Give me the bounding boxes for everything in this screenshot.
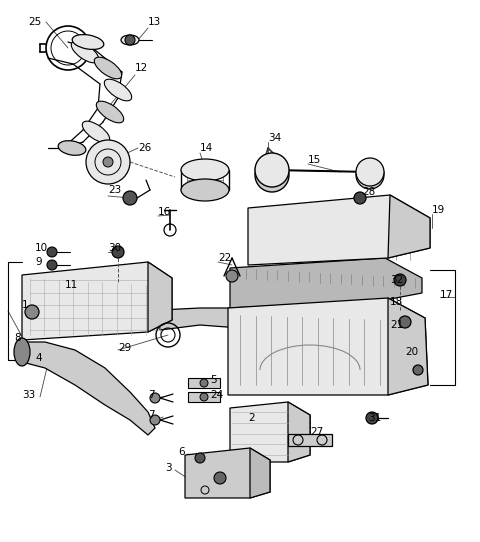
Ellipse shape (58, 141, 86, 156)
Text: 16: 16 (158, 207, 171, 217)
Text: 1: 1 (22, 300, 29, 310)
Polygon shape (148, 262, 172, 332)
Ellipse shape (255, 153, 289, 187)
Circle shape (200, 393, 208, 401)
Ellipse shape (121, 35, 139, 45)
Polygon shape (160, 308, 350, 345)
Text: 17: 17 (440, 290, 453, 300)
Text: 12: 12 (135, 63, 148, 73)
Circle shape (394, 274, 406, 286)
Circle shape (25, 305, 39, 319)
Ellipse shape (72, 41, 99, 63)
Text: 11: 11 (65, 280, 78, 290)
Text: 13: 13 (148, 17, 161, 27)
Text: 28: 28 (362, 187, 375, 197)
Bar (188, 378, 220, 388)
Text: 4: 4 (35, 353, 42, 363)
Ellipse shape (356, 158, 384, 186)
Text: 2: 2 (248, 413, 254, 423)
Text: 31: 31 (368, 413, 381, 423)
Polygon shape (230, 258, 422, 308)
Ellipse shape (96, 101, 124, 123)
Circle shape (354, 192, 366, 204)
Text: 21: 21 (390, 320, 403, 330)
Text: 32: 32 (390, 275, 403, 285)
Text: 15: 15 (308, 155, 321, 165)
Circle shape (47, 260, 57, 270)
Circle shape (150, 415, 160, 425)
Ellipse shape (104, 79, 132, 101)
Circle shape (399, 316, 411, 328)
Bar (188, 392, 220, 402)
Text: 33: 33 (22, 390, 35, 400)
Ellipse shape (356, 161, 384, 189)
Polygon shape (388, 195, 430, 258)
Circle shape (123, 191, 137, 205)
Text: 9: 9 (35, 257, 42, 267)
Bar (288, 434, 332, 446)
Circle shape (112, 246, 124, 258)
Ellipse shape (14, 338, 30, 366)
Circle shape (86, 140, 130, 184)
Text: 7: 7 (148, 390, 155, 400)
Circle shape (125, 35, 135, 45)
Polygon shape (22, 262, 172, 340)
Text: 26: 26 (138, 143, 151, 153)
Circle shape (47, 247, 57, 257)
Ellipse shape (94, 57, 122, 79)
Polygon shape (230, 402, 310, 462)
Polygon shape (185, 448, 270, 498)
Text: 19: 19 (432, 205, 445, 215)
Circle shape (214, 472, 226, 484)
Ellipse shape (255, 158, 289, 192)
Text: 7: 7 (148, 410, 155, 420)
Text: 18: 18 (390, 297, 403, 307)
Text: 30: 30 (108, 243, 121, 253)
Ellipse shape (72, 35, 104, 49)
Circle shape (366, 412, 378, 424)
Polygon shape (248, 195, 430, 265)
Text: 29: 29 (118, 343, 131, 353)
Text: 27: 27 (310, 427, 323, 437)
Polygon shape (22, 342, 155, 435)
Text: 23: 23 (108, 185, 121, 195)
Ellipse shape (181, 179, 229, 201)
Circle shape (226, 270, 238, 282)
Text: 14: 14 (200, 143, 213, 153)
Polygon shape (228, 298, 428, 395)
Circle shape (195, 453, 205, 463)
Text: 24: 24 (210, 390, 223, 400)
Text: 25: 25 (28, 17, 41, 27)
Circle shape (103, 157, 113, 167)
Text: 22: 22 (218, 253, 231, 263)
Text: 3: 3 (165, 463, 172, 473)
Polygon shape (288, 402, 310, 462)
Text: 6: 6 (178, 447, 185, 457)
Polygon shape (388, 298, 428, 395)
Circle shape (150, 393, 160, 403)
Text: 8: 8 (14, 333, 21, 343)
Circle shape (413, 365, 423, 375)
Text: 5: 5 (210, 375, 216, 385)
Polygon shape (250, 448, 270, 498)
Ellipse shape (181, 159, 229, 181)
Text: 34: 34 (268, 133, 281, 143)
Ellipse shape (82, 121, 110, 143)
Text: 10: 10 (35, 243, 48, 253)
Circle shape (200, 379, 208, 387)
Text: 20: 20 (405, 347, 418, 357)
